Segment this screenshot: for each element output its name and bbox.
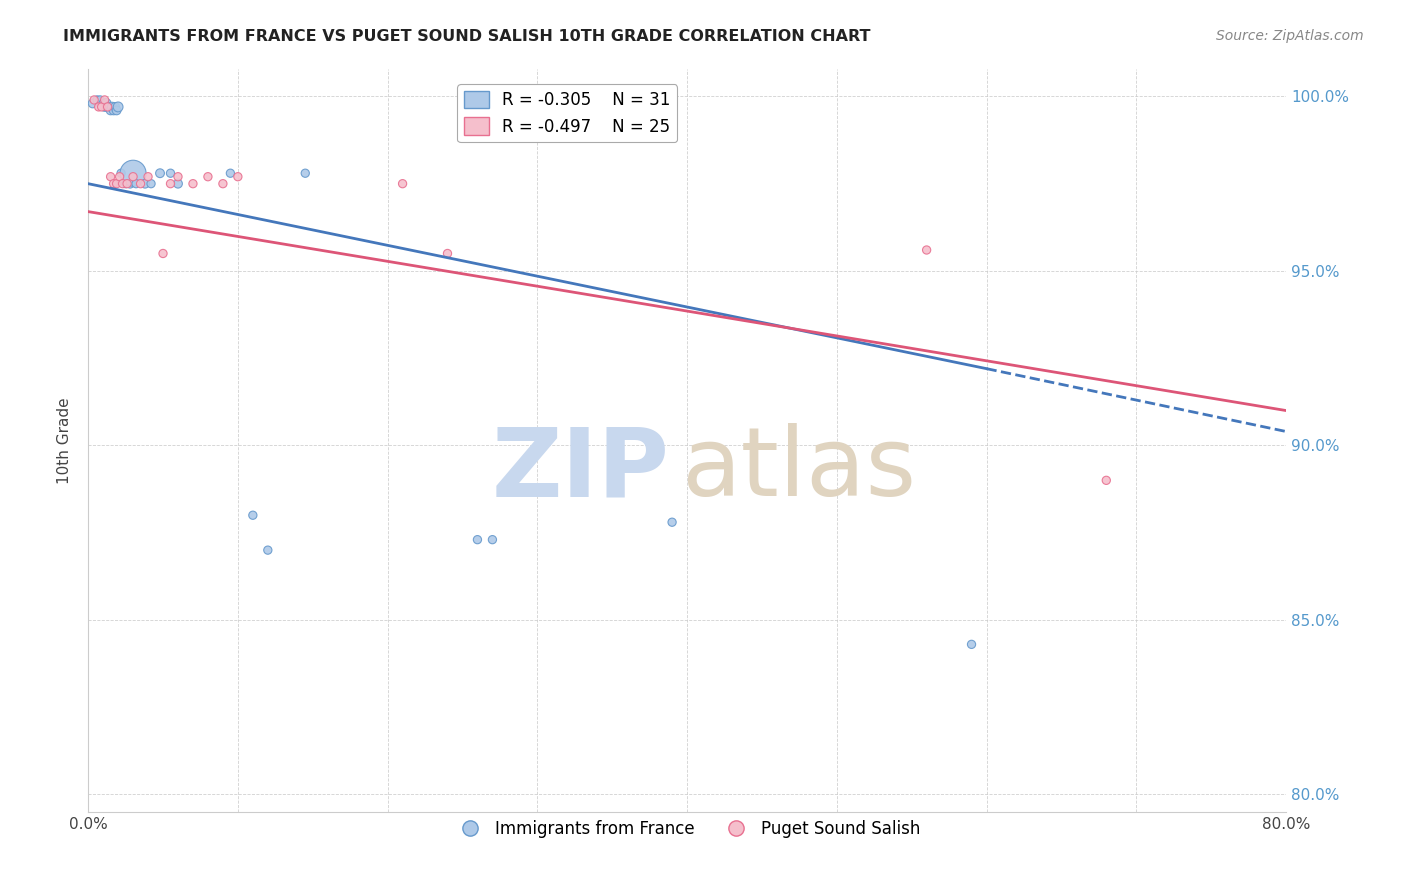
Point bbox=[110, 166, 132, 180]
Point bbox=[103, 103, 125, 118]
Point bbox=[481, 533, 503, 547]
Point bbox=[122, 169, 145, 184]
Point bbox=[152, 246, 174, 260]
Point bbox=[134, 177, 156, 191]
Point bbox=[101, 100, 124, 114]
Text: ZIP: ZIP bbox=[491, 424, 669, 516]
Point bbox=[87, 100, 110, 114]
Point bbox=[122, 166, 145, 180]
Point bbox=[100, 103, 122, 118]
Point bbox=[181, 177, 204, 191]
Point bbox=[82, 96, 104, 111]
Point bbox=[115, 177, 138, 191]
Point bbox=[136, 169, 159, 184]
Point bbox=[120, 177, 142, 191]
Point bbox=[197, 169, 219, 184]
Point bbox=[108, 169, 131, 184]
Point bbox=[391, 177, 413, 191]
Point bbox=[1095, 473, 1118, 487]
Point bbox=[915, 243, 938, 257]
Point bbox=[139, 177, 162, 191]
Text: IMMIGRANTS FROM FRANCE VS PUGET SOUND SALISH 10TH GRADE CORRELATION CHART: IMMIGRANTS FROM FRANCE VS PUGET SOUND SA… bbox=[63, 29, 870, 44]
Point bbox=[661, 515, 683, 529]
Point bbox=[159, 177, 181, 191]
Point bbox=[105, 177, 128, 191]
Point bbox=[105, 103, 128, 118]
Point bbox=[100, 169, 122, 184]
Point bbox=[103, 177, 125, 191]
Legend: Immigrants from France, Puget Sound Salish: Immigrants from France, Puget Sound Sali… bbox=[447, 814, 928, 845]
Point bbox=[256, 543, 278, 558]
Point bbox=[467, 533, 489, 547]
Point bbox=[86, 93, 108, 107]
Text: atlas: atlas bbox=[681, 424, 917, 516]
Point bbox=[167, 177, 190, 191]
Point bbox=[219, 166, 242, 180]
Point bbox=[111, 177, 134, 191]
Point bbox=[97, 100, 120, 114]
Point bbox=[91, 96, 114, 111]
Point bbox=[89, 93, 111, 107]
Point bbox=[149, 166, 172, 180]
Point bbox=[107, 100, 129, 114]
Point bbox=[83, 93, 105, 107]
Point bbox=[125, 177, 148, 191]
Point bbox=[93, 93, 115, 107]
Point bbox=[960, 637, 983, 651]
Text: Source: ZipAtlas.com: Source: ZipAtlas.com bbox=[1216, 29, 1364, 43]
Point bbox=[97, 100, 120, 114]
Point bbox=[212, 177, 235, 191]
Point bbox=[242, 508, 264, 523]
Point bbox=[94, 96, 117, 111]
Point bbox=[226, 169, 249, 184]
Point bbox=[167, 169, 190, 184]
Point bbox=[159, 166, 181, 180]
Point bbox=[294, 166, 316, 180]
Y-axis label: 10th Grade: 10th Grade bbox=[58, 397, 72, 483]
Point bbox=[114, 177, 136, 191]
Point bbox=[104, 100, 127, 114]
Point bbox=[129, 177, 152, 191]
Point bbox=[90, 100, 112, 114]
Point bbox=[436, 246, 458, 260]
Point bbox=[93, 100, 115, 114]
